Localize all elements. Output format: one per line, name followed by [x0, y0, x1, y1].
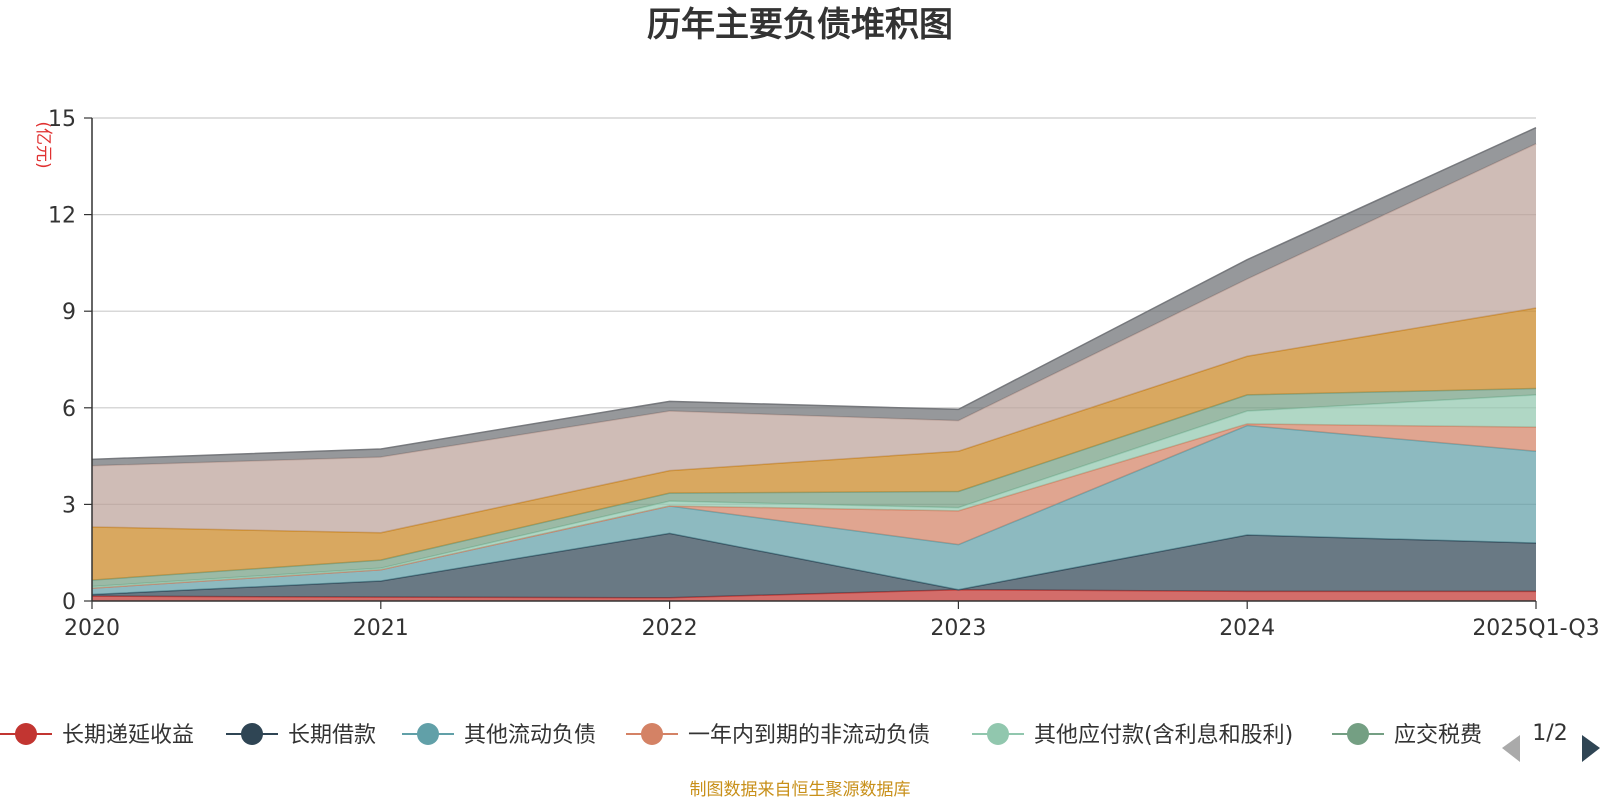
legend-item-4[interactable]: 一年内到期的非流动负债	[626, 723, 930, 748]
legend-prev-page-icon[interactable]	[1502, 735, 1520, 762]
y-tick-label: 0	[62, 590, 76, 615]
legend-item-3[interactable]: 其他流动负债	[402, 723, 596, 748]
x-tick-label: 2023	[930, 616, 986, 641]
legend-label: 应交税费	[1394, 723, 1482, 748]
data-source-note: 制图数据来自恒生聚源数据库	[690, 780, 911, 800]
area-series-5[interactable]	[92, 394, 1536, 589]
area-series-2[interactable]	[92, 533, 1536, 598]
area-series-7[interactable]	[92, 307, 1536, 581]
x-tick-label: 2021	[353, 616, 409, 641]
area-series-3[interactable]	[92, 425, 1536, 595]
y-axis-unit-label: (亿元)	[33, 121, 53, 168]
legend-label: 长期借款	[288, 723, 376, 748]
legend-label: 其他应付款(含利息和股利)	[1034, 723, 1293, 748]
legend-label: 长期递延收益	[62, 723, 194, 748]
x-tick-label: 2025Q1-Q3	[1472, 616, 1599, 641]
legend-circle-marker	[241, 723, 263, 745]
y-axis-ticks: 0 3 6 9 12 15	[48, 107, 92, 615]
x-axis-ticks: 2020 2021 2022 2023 2024 2025Q1-Q3	[64, 601, 1600, 641]
legend-label: 其他流动负债	[464, 723, 596, 748]
legend-page-indicator: 1/2	[1532, 721, 1567, 746]
legend-circle-marker	[417, 723, 439, 745]
legend: 长期递延收益 长期借款 其他流动负债 一年内到期的非流动负债 其他应付款(含利息和股利)…	[0, 723, 1482, 748]
legend-next-page-icon[interactable]	[1582, 735, 1600, 762]
y-tick-label: 15	[48, 107, 76, 132]
y-tick-label: 12	[48, 204, 76, 229]
legend-pager: 1/2	[1502, 721, 1600, 762]
series-areas	[91, 126, 1537, 601]
legend-item-5[interactable]: 其他应付款(含利息和股利)	[972, 723, 1293, 748]
legend-item-1[interactable]: 长期递延收益	[0, 723, 194, 748]
area-line-series-9	[91, 126, 1537, 461]
x-tick-label: 2020	[64, 616, 120, 641]
y-tick-label: 6	[62, 397, 76, 422]
legend-circle-marker	[987, 723, 1009, 745]
area-series-8[interactable]	[92, 143, 1536, 533]
x-tick-label: 2022	[642, 616, 698, 641]
legend-circle-marker	[641, 723, 663, 745]
area-series-1[interactable]	[92, 589, 1536, 601]
legend-circle-marker	[15, 723, 37, 745]
y-tick-label: 3	[62, 493, 76, 518]
legend-label: 一年内到期的非流动负债	[688, 723, 930, 748]
chart-title: 历年主要负债堆积图	[647, 5, 953, 45]
y-tick-label: 9	[62, 300, 76, 325]
legend-circle-marker	[1347, 723, 1369, 745]
axes	[91, 118, 1536, 602]
legend-item-6[interactable]: 应交税费	[1332, 723, 1482, 748]
legend-item-2[interactable]: 长期借款	[226, 723, 376, 748]
area-line-series-8	[91, 143, 1537, 467]
x-tick-label: 2024	[1219, 616, 1275, 641]
